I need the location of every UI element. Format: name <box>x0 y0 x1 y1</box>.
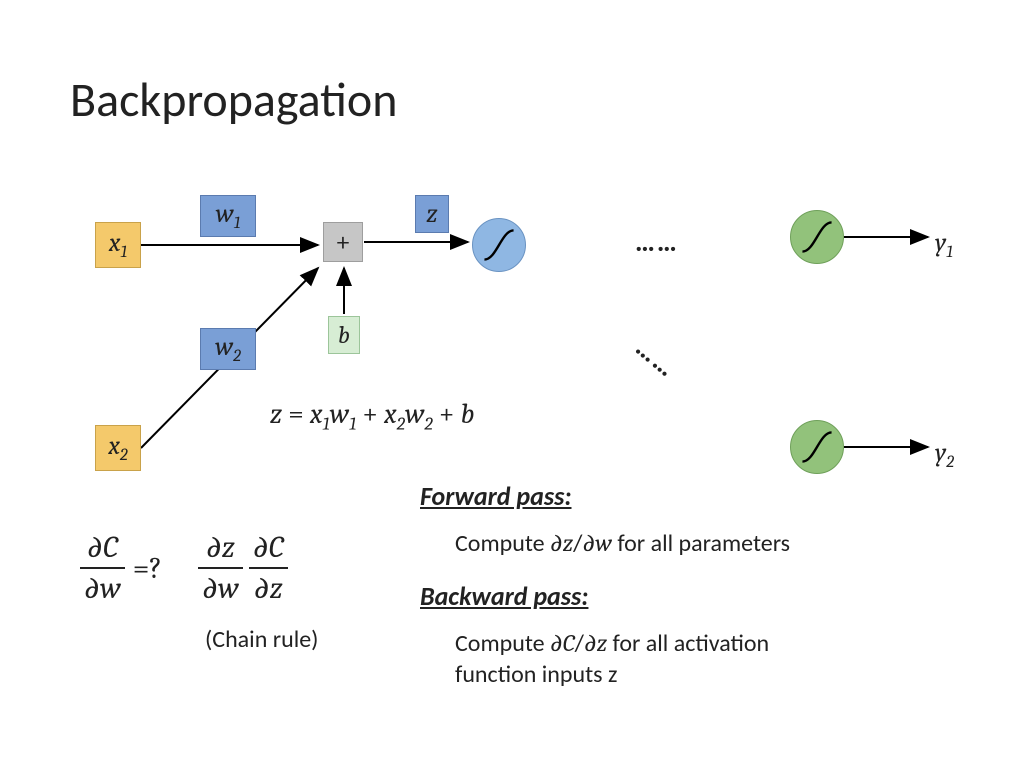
equation-z: z = x1w1 + x2w2 + b <box>270 398 475 435</box>
node-b: b <box>328 316 360 354</box>
node-x2: x2 <box>95 425 141 471</box>
ellipsis-horizontal: …… <box>635 224 679 259</box>
node-w1: w1 <box>200 195 256 237</box>
ellipsis-diagonal: …… <box>629 330 685 385</box>
node-x1: x1 <box>95 222 141 268</box>
output-label-y2: y2 <box>935 438 954 472</box>
equation-chain-rule: ∂C∂w=?∂z∂w∂C∂z <box>80 530 288 606</box>
chain-rule-note: (Chain rule) <box>205 625 318 654</box>
sigmoid-node-sig_y1 <box>790 210 844 264</box>
node-z: z <box>415 195 449 233</box>
forward-pass-heading: Forward pass: <box>420 480 572 512</box>
node-w2: w2 <box>200 328 256 370</box>
sigmoid-node-sig1 <box>472 218 526 272</box>
page-title: Backpropagation <box>70 70 397 129</box>
sigmoid-node-sig_y2 <box>790 420 844 474</box>
backward-pass-body: Compute ∂C/∂z for all activationfunction… <box>455 628 769 690</box>
forward-pass-body: Compute ∂z/∂w for all parameters <box>455 528 790 559</box>
backward-pass-heading: Backward pass: <box>420 580 588 612</box>
output-label-y1: y1 <box>935 228 953 262</box>
node-plus: + <box>323 222 363 262</box>
